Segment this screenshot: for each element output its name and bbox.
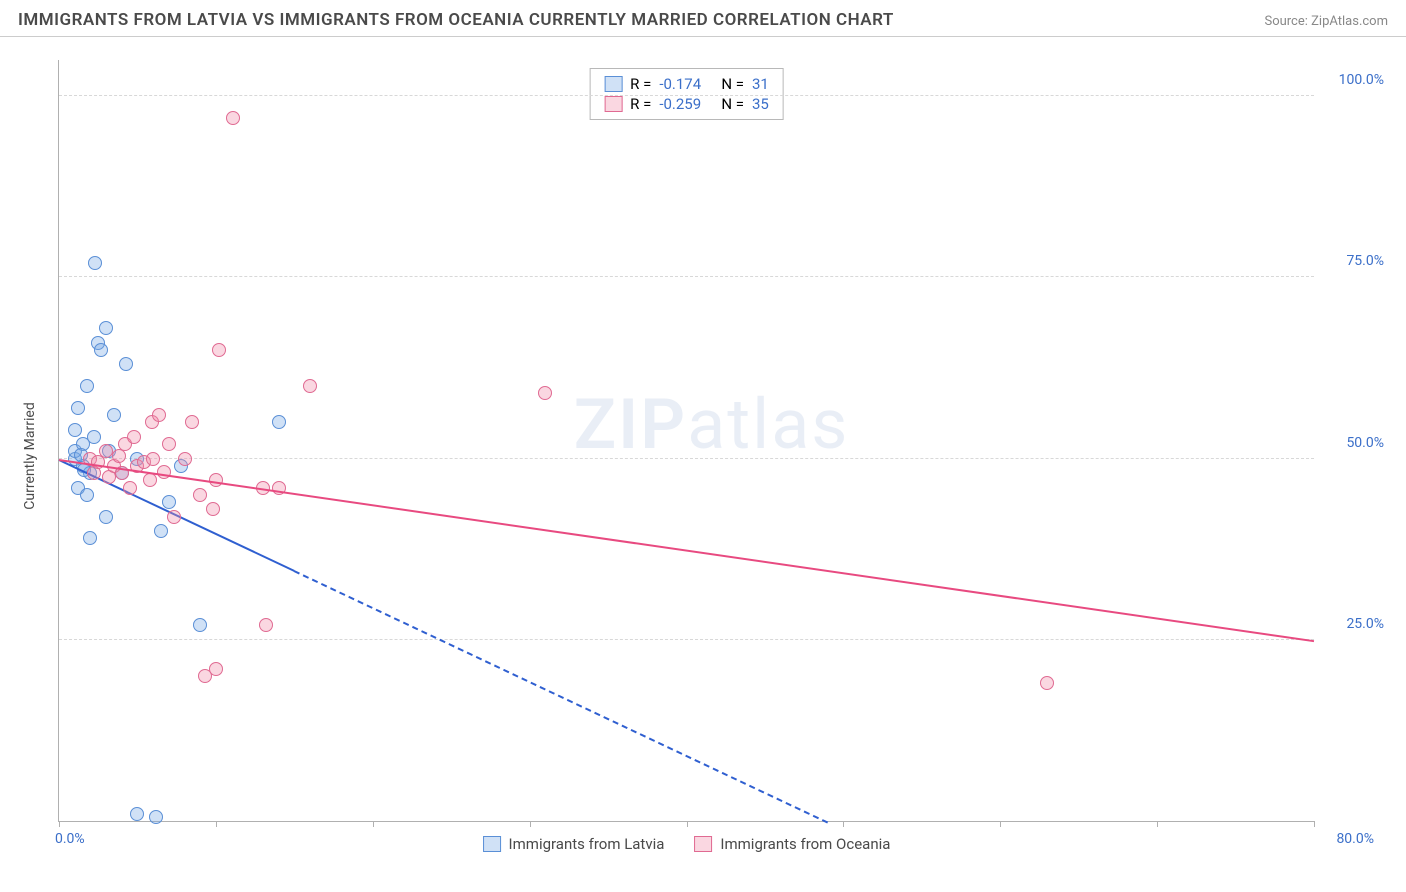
data-point-latvia bbox=[130, 807, 144, 821]
chart-source: Source: ZipAtlas.com bbox=[1264, 14, 1388, 29]
data-point-latvia bbox=[94, 343, 108, 357]
data-point-latvia bbox=[88, 256, 102, 270]
data-point-oceania bbox=[206, 502, 220, 516]
legend-item-oceania: Immigrants from Oceania bbox=[694, 835, 890, 853]
y-tick-label: 50.0% bbox=[1324, 435, 1384, 451]
data-point-oceania bbox=[193, 488, 207, 502]
x-tick bbox=[1000, 821, 1001, 827]
n-label: N = bbox=[721, 75, 744, 93]
data-point-oceania bbox=[146, 452, 160, 466]
data-point-latvia bbox=[272, 415, 286, 429]
chart-header: IMMIGRANTS FROM LATVIA VS IMMIGRANTS FRO… bbox=[0, 0, 1406, 37]
stats-row-latvia: R = -0.174 N = 31 bbox=[604, 75, 769, 93]
legend-label-latvia: Immigrants from Latvia bbox=[509, 835, 665, 853]
y-tick-label: 75.0% bbox=[1324, 253, 1384, 269]
data-point-latvia bbox=[119, 357, 133, 371]
swatch-oceania bbox=[694, 836, 712, 852]
data-point-latvia bbox=[68, 423, 82, 437]
x-max-label: 80.0% bbox=[1336, 831, 1374, 847]
data-point-latvia bbox=[107, 408, 121, 422]
data-point-oceania bbox=[303, 379, 317, 393]
x-tick bbox=[687, 821, 688, 827]
data-point-oceania bbox=[162, 437, 176, 451]
n-label: N = bbox=[721, 95, 744, 113]
data-point-oceania bbox=[178, 452, 192, 466]
data-point-latvia bbox=[193, 618, 207, 632]
swatch-latvia bbox=[483, 836, 501, 852]
data-point-oceania bbox=[226, 111, 240, 125]
data-point-latvia bbox=[154, 524, 168, 538]
gridline-h bbox=[59, 639, 1314, 640]
gridline-h bbox=[59, 276, 1314, 277]
x-tick bbox=[530, 821, 531, 827]
r-value-oceania: -0.259 bbox=[659, 95, 713, 113]
watermark: ZIPatlas bbox=[574, 384, 850, 466]
data-point-latvia bbox=[149, 810, 163, 824]
chart-area: Currently Married ZIPatlas R = -0.174 N … bbox=[36, 50, 1388, 862]
data-point-oceania bbox=[259, 618, 273, 632]
data-point-latvia bbox=[80, 488, 94, 502]
swatch-latvia bbox=[604, 76, 622, 92]
plot-region: ZIPatlas R = -0.174 N = 31 R = -0.259 N … bbox=[58, 60, 1314, 822]
y-tick-label: 25.0% bbox=[1324, 616, 1384, 632]
series-legend: Immigrants from Latvia Immigrants from O… bbox=[483, 835, 891, 853]
swatch-oceania bbox=[604, 96, 622, 112]
n-value-oceania: 35 bbox=[752, 95, 769, 113]
y-tick-label: 100.0% bbox=[1324, 72, 1384, 88]
data-point-oceania bbox=[1040, 676, 1054, 690]
data-point-oceania bbox=[152, 408, 166, 422]
stats-legend: R = -0.174 N = 31 R = -0.259 N = 35 bbox=[589, 68, 784, 120]
data-point-latvia bbox=[162, 495, 176, 509]
data-point-latvia bbox=[71, 401, 85, 415]
data-point-oceania bbox=[538, 386, 552, 400]
x-tick bbox=[1314, 821, 1315, 827]
data-point-oceania bbox=[167, 510, 181, 524]
data-point-latvia bbox=[99, 321, 113, 335]
data-point-latvia bbox=[83, 531, 97, 545]
r-label: R = bbox=[630, 95, 651, 113]
stats-row-oceania: R = -0.259 N = 35 bbox=[604, 95, 769, 113]
legend-label-oceania: Immigrants from Oceania bbox=[720, 835, 890, 853]
data-point-latvia bbox=[99, 510, 113, 524]
data-point-latvia bbox=[87, 430, 101, 444]
x-tick bbox=[843, 821, 844, 827]
n-value-latvia: 31 bbox=[752, 75, 769, 93]
gridline-h bbox=[59, 458, 1314, 459]
data-point-oceania bbox=[185, 415, 199, 429]
r-value-latvia: -0.174 bbox=[659, 75, 713, 93]
x-tick bbox=[216, 821, 217, 827]
x-tick bbox=[59, 821, 60, 827]
legend-item-latvia: Immigrants from Latvia bbox=[483, 835, 665, 853]
x-origin-label: 0.0% bbox=[55, 831, 85, 847]
data-point-oceania bbox=[209, 662, 223, 676]
data-point-oceania bbox=[143, 473, 157, 487]
x-tick bbox=[373, 821, 374, 827]
y-axis-label: Currently Married bbox=[22, 402, 38, 509]
chart-title: IMMIGRANTS FROM LATVIA VS IMMIGRANTS FRO… bbox=[18, 10, 894, 30]
data-point-oceania bbox=[127, 430, 141, 444]
trendline-latvia-dashed bbox=[294, 570, 828, 823]
data-point-oceania bbox=[212, 343, 226, 357]
data-point-oceania bbox=[112, 449, 126, 463]
data-point-latvia bbox=[80, 379, 94, 393]
gridline-h bbox=[59, 95, 1314, 96]
x-tick bbox=[1157, 821, 1158, 827]
r-label: R = bbox=[630, 75, 651, 93]
data-point-oceania bbox=[123, 481, 137, 495]
